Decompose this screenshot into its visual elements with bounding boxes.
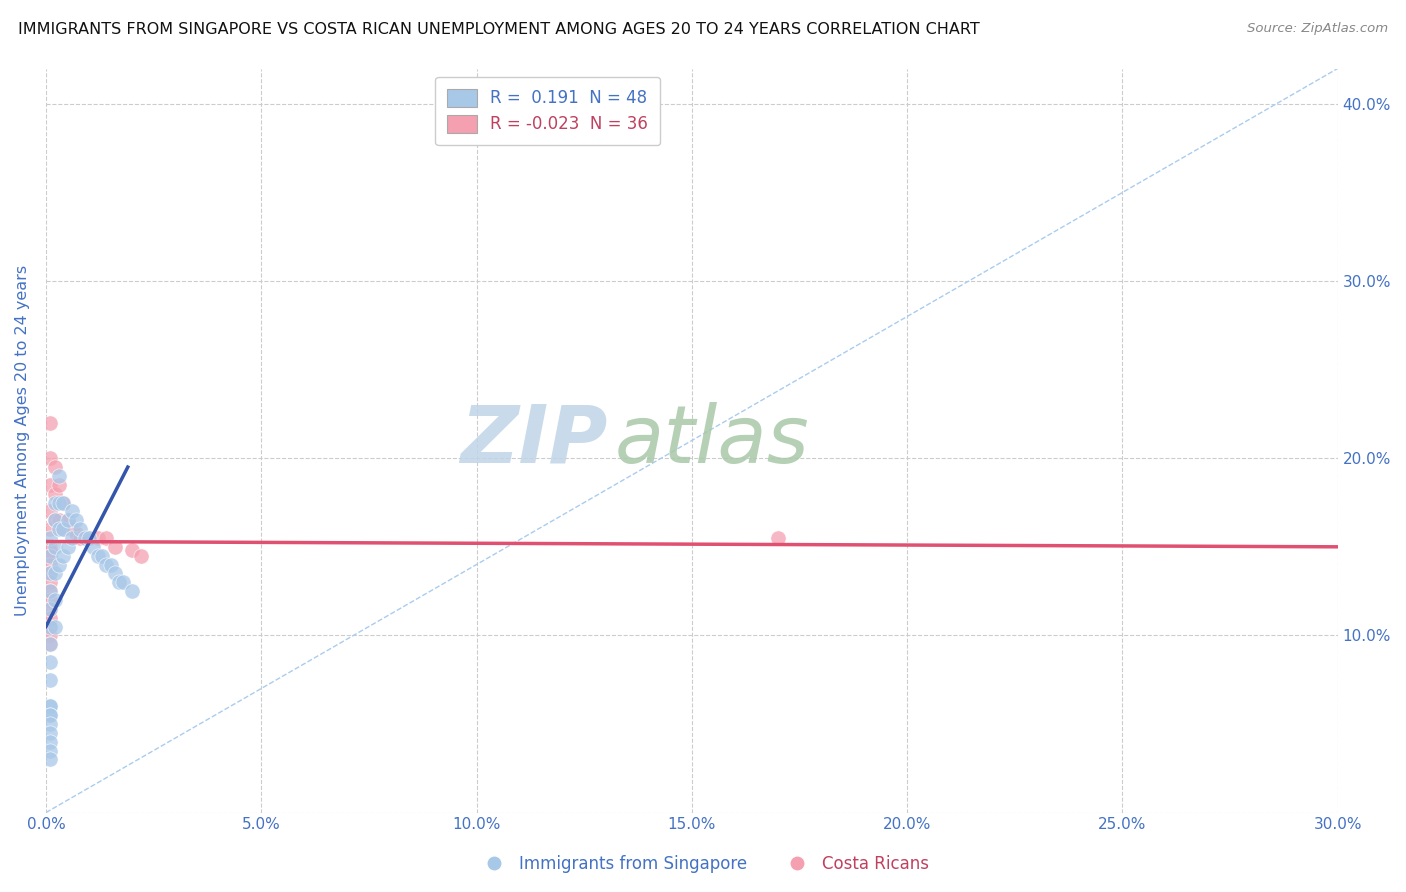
Point xyxy=(65,525,87,540)
Point xyxy=(39,566,62,581)
Point xyxy=(39,717,62,731)
Point xyxy=(52,522,75,536)
Point xyxy=(52,495,75,509)
Legend: Immigrants from Singapore, Costa Ricans: Immigrants from Singapore, Costa Ricans xyxy=(471,848,935,880)
Point xyxy=(44,460,66,475)
Point xyxy=(96,531,118,545)
Point xyxy=(44,566,66,581)
Point xyxy=(104,566,127,581)
Point xyxy=(766,531,789,545)
Point xyxy=(44,513,66,527)
Point xyxy=(39,734,62,748)
Point xyxy=(44,540,66,554)
Point xyxy=(39,673,62,687)
Point xyxy=(60,522,83,536)
Point xyxy=(60,504,83,518)
Point xyxy=(39,575,62,590)
Point xyxy=(91,549,114,563)
Text: ZIP: ZIP xyxy=(461,401,607,480)
Point xyxy=(77,531,100,545)
Point xyxy=(39,416,62,430)
Point xyxy=(39,699,62,714)
Point xyxy=(48,495,70,509)
Point xyxy=(73,531,96,545)
Point xyxy=(44,593,66,607)
Point xyxy=(39,708,62,723)
Point xyxy=(39,726,62,740)
Point xyxy=(39,655,62,669)
Legend: R =  0.191  N = 48, R = -0.023  N = 36: R = 0.191 N = 48, R = -0.023 N = 36 xyxy=(436,77,659,145)
Point xyxy=(44,495,66,509)
Point xyxy=(39,637,62,651)
Point xyxy=(56,513,79,527)
Point xyxy=(39,543,62,558)
Y-axis label: Unemployment Among Ages 20 to 24 years: Unemployment Among Ages 20 to 24 years xyxy=(15,265,30,616)
Point xyxy=(56,513,79,527)
Point xyxy=(39,752,62,766)
Point xyxy=(44,513,66,527)
Point xyxy=(65,513,87,527)
Point xyxy=(39,531,62,545)
Point xyxy=(60,531,83,545)
Point xyxy=(39,451,62,466)
Point xyxy=(39,558,62,572)
Point xyxy=(39,540,62,554)
Point xyxy=(39,602,62,616)
Point xyxy=(39,619,62,633)
Point xyxy=(39,619,62,633)
Point xyxy=(129,549,152,563)
Point xyxy=(39,566,62,581)
Point xyxy=(39,584,62,599)
Point xyxy=(39,584,62,599)
Point xyxy=(52,522,75,536)
Text: atlas: atlas xyxy=(614,401,808,480)
Point xyxy=(39,549,62,563)
Point xyxy=(121,584,143,599)
Point xyxy=(48,513,70,527)
Point xyxy=(77,531,100,545)
Text: IMMIGRANTS FROM SINGAPORE VS COSTA RICAN UNEMPLOYMENT AMONG AGES 20 TO 24 YEARS : IMMIGRANTS FROM SINGAPORE VS COSTA RICAN… xyxy=(18,22,980,37)
Point xyxy=(121,543,143,558)
Point xyxy=(39,637,62,651)
Point xyxy=(39,699,62,714)
Point xyxy=(39,522,62,536)
Point xyxy=(44,619,66,633)
Point xyxy=(39,610,62,624)
Point xyxy=(39,549,62,563)
Point xyxy=(96,558,118,572)
Point xyxy=(56,540,79,554)
Point xyxy=(44,486,66,500)
Point xyxy=(39,504,62,518)
Point xyxy=(100,558,122,572)
Text: Source: ZipAtlas.com: Source: ZipAtlas.com xyxy=(1247,22,1388,36)
Point xyxy=(69,522,91,536)
Point xyxy=(86,549,108,563)
Point xyxy=(39,743,62,757)
Point xyxy=(39,478,62,492)
Point xyxy=(39,602,62,616)
Point xyxy=(104,540,127,554)
Point xyxy=(39,708,62,723)
Point xyxy=(48,469,70,483)
Point xyxy=(48,478,70,492)
Point xyxy=(48,558,70,572)
Point xyxy=(48,522,70,536)
Point xyxy=(112,575,135,590)
Point xyxy=(69,531,91,545)
Point xyxy=(108,575,131,590)
Point xyxy=(39,593,62,607)
Point xyxy=(39,628,62,642)
Point xyxy=(82,540,104,554)
Point xyxy=(52,549,75,563)
Point xyxy=(86,531,108,545)
Point xyxy=(52,495,75,509)
